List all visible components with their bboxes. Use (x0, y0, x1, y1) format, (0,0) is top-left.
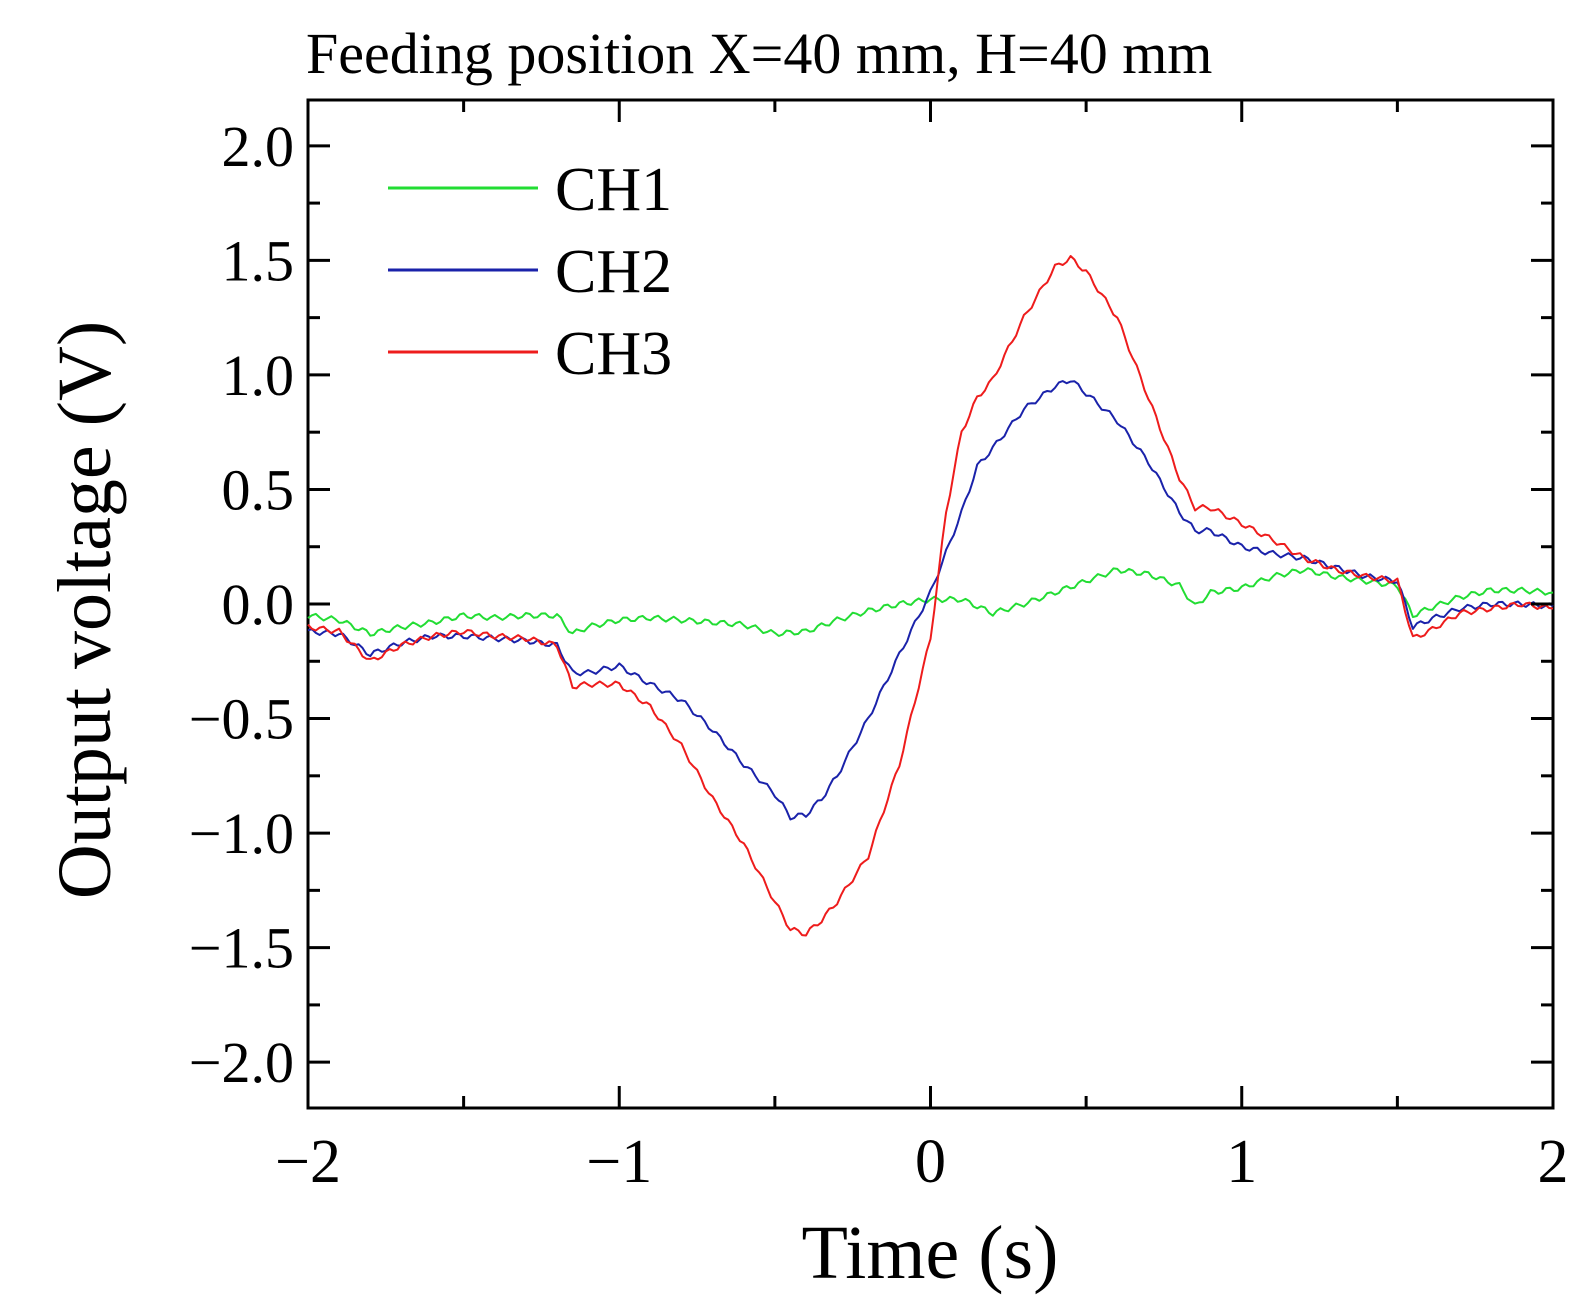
y-tick-label: −2.0 (189, 1030, 294, 1095)
y-tick-label: 1.0 (222, 343, 295, 408)
series-line-ch3 (307, 255, 1554, 937)
y-tick-label: 1.5 (222, 228, 295, 293)
legend: CH1 CH2 CH3 (388, 156, 672, 388)
x-tick-label: 0 (915, 1128, 946, 1196)
legend-label-ch3: CH3 (555, 320, 672, 388)
chart-title: Feeding position X=40 mm, H=40 mm (306, 21, 1212, 86)
plot-frame (306, 98, 1555, 1110)
tick-layer: −2 −1 0 1 2 2.0 1.5 1.0 0.5 0.0 −0.5 −1.0 −1.5 −2.0 (189, 100, 1569, 1196)
y-tick-label: 2.0 (222, 114, 295, 179)
plot-area: −2 −1 0 1 2 2.0 1.5 1.0 0.5 0.0 −0.5 −1.0 −1.5 −2.0 (189, 98, 1569, 1196)
y-tick-label: −1.0 (189, 801, 294, 866)
legend-label-ch1: CH1 (555, 156, 672, 224)
y-tick-label: −1.5 (189, 916, 294, 981)
x-tick-label: −2 (275, 1128, 341, 1196)
legend-label-ch2: CH2 (555, 238, 672, 306)
x-tick-label: 2 (1538, 1128, 1569, 1196)
y-tick-label: −0.5 (189, 687, 294, 752)
y-tick-label: 0.0 (222, 572, 295, 637)
series-line-ch1 (307, 567, 1554, 637)
series-layer (307, 255, 1554, 937)
y-tick-label: 0.5 (222, 457, 295, 522)
x-axis-label: Time (s) (802, 1211, 1059, 1295)
x-tick-label: 1 (1226, 1128, 1257, 1196)
x-tick-label: −1 (586, 1128, 652, 1196)
y-axis-label: Output voltage (V) (43, 321, 127, 899)
